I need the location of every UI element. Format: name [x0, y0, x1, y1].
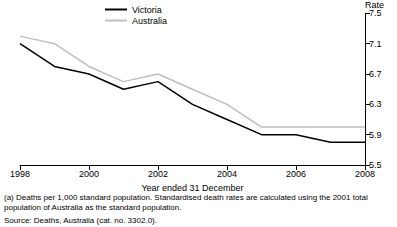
- svg-text:7.5: 7.5: [369, 8, 382, 18]
- svg-text:5.5: 5.5: [369, 160, 382, 170]
- svg-text:6.3: 6.3: [369, 99, 382, 109]
- svg-text:2008: 2008: [355, 169, 375, 179]
- svg-text:Victoria: Victoria: [132, 5, 162, 15]
- svg-text:2004: 2004: [217, 169, 237, 179]
- svg-text:5.9: 5.9: [369, 130, 382, 140]
- svg-text:(a) Deaths per 1,000 standard: (a) Deaths per 1,000 standard population…: [4, 193, 370, 202]
- svg-text:Source: Deaths, Australia (cat: Source: Deaths, Australia (cat. no. 3302…: [4, 216, 157, 225]
- svg-text:2006: 2006: [286, 169, 306, 179]
- svg-text:6.7: 6.7: [369, 69, 382, 79]
- svg-text:2002: 2002: [148, 169, 168, 179]
- svg-text:7.1: 7.1: [369, 39, 382, 49]
- svg-text:Australia: Australia: [132, 16, 167, 26]
- svg-text:population of Australia as the: population of Australia as the standard …: [4, 203, 181, 212]
- svg-text:Year ended 31 December: Year ended 31 December: [141, 183, 243, 193]
- svg-text:2000: 2000: [79, 169, 99, 179]
- svg-text:1998: 1998: [10, 169, 30, 179]
